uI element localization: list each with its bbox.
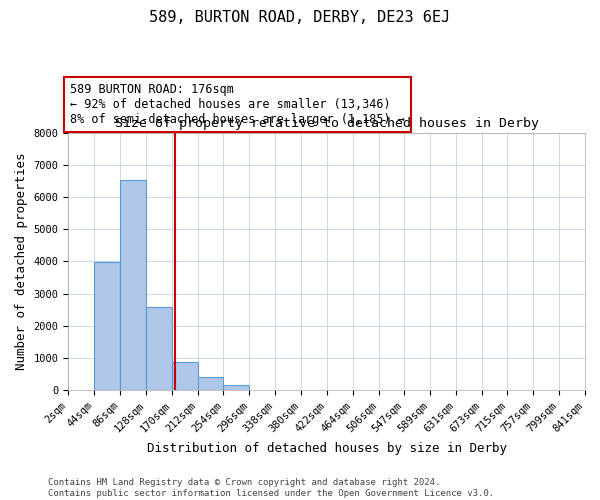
Text: 589 BURTON ROAD: 176sqm
← 92% of detached houses are smaller (13,346)
8% of semi: 589 BURTON ROAD: 176sqm ← 92% of detache… bbox=[70, 83, 405, 126]
Title: Size of property relative to detached houses in Derby: Size of property relative to detached ho… bbox=[115, 117, 539, 130]
Bar bbox=[146, 306, 172, 390]
Bar bbox=[197, 376, 223, 390]
Bar bbox=[120, 180, 146, 390]
Bar bbox=[172, 362, 197, 390]
Y-axis label: Number of detached properties: Number of detached properties bbox=[15, 152, 28, 370]
Bar bbox=[94, 262, 120, 390]
Text: 589, BURTON ROAD, DERBY, DE23 6EJ: 589, BURTON ROAD, DERBY, DE23 6EJ bbox=[149, 10, 451, 25]
X-axis label: Distribution of detached houses by size in Derby: Distribution of detached houses by size … bbox=[146, 442, 506, 455]
Bar bbox=[223, 385, 250, 390]
Text: Contains HM Land Registry data © Crown copyright and database right 2024.
Contai: Contains HM Land Registry data © Crown c… bbox=[48, 478, 494, 498]
